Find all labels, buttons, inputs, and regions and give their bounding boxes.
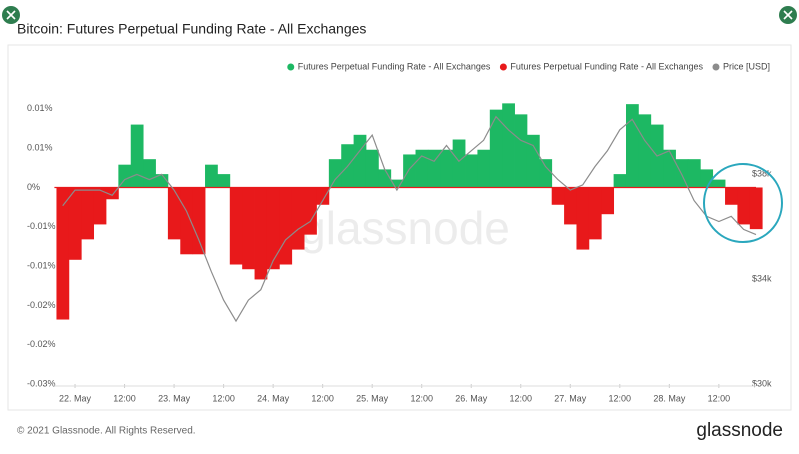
x-tick-label: 12:00 [410,393,433,403]
funding-bar [205,164,218,188]
funding-bar [403,154,416,188]
funding-bar [316,187,330,205]
x-tick-label: 23. May [158,393,191,403]
funding-bar [749,187,763,230]
y-tick-label: 0.01% [27,103,53,113]
x-tick-label: 27. May [554,393,587,403]
funding-bar [266,187,280,270]
x-tick-label: 22. May [59,393,92,403]
legend-swatch [287,63,295,71]
funding-bar [564,187,577,225]
footer: © 2021 Glassnode. All Rights Reserved. [17,426,196,437]
funding-bar [576,187,590,250]
funding-bar [601,187,615,215]
y2-tick-label: $30k [752,378,772,388]
funding-bar [725,187,738,205]
funding-bar [365,149,379,188]
legend-label: Price [USD] [723,61,770,71]
x-tick-label: 12:00 [509,393,532,403]
funding-bar [638,114,652,188]
funding-bar [588,187,602,240]
funding-bar [291,187,305,250]
funding-bar [81,187,95,240]
funding-bar [551,187,565,205]
legend-swatch [712,63,720,71]
price-line [62,115,757,323]
funding-bar [440,149,454,188]
funding-bar [390,179,404,188]
y-tick-label: 0.01% [27,143,53,153]
funding-bar [192,187,206,255]
funding-bar [477,149,491,188]
funding-bar [502,103,515,188]
funding-bar [254,187,268,280]
y-tick-label: -0.02% [27,339,56,349]
funding-bar [105,187,119,200]
y-tick-label: -0.01% [27,221,56,231]
y-tick-label: 0% [27,182,40,192]
x-tick-label: 12:00 [212,393,235,403]
funding-bar [68,187,82,260]
funding-bar [625,104,639,188]
x-tick-label: 24. May [257,393,290,403]
funding-bar [229,187,243,265]
funding-bar [663,149,676,188]
x-tick-label: 12:00 [113,393,136,403]
x-tick-label: 12:00 [708,393,731,403]
legend-swatch [499,63,507,71]
funding-bar [737,187,751,225]
watermark: glassnode [300,202,510,254]
y-tick-label: -0.03% [27,378,56,388]
x-tick-label: 12:00 [609,393,632,403]
funding-bar [328,159,342,188]
chart-title: Bitcoin: Futures Perpetual Funding Rate … [17,21,366,37]
funding-bar [712,179,726,188]
funding-bar [242,187,255,270]
x-tick-label: 28. May [653,393,686,403]
chart-frame [7,44,792,411]
funding-bar [143,159,156,188]
funding-bar [217,174,231,188]
y-tick-label: -0.01% [27,260,56,270]
close-icon [6,10,16,20]
funding-bar [155,174,169,188]
funding-bar [427,149,441,188]
funding-bar [304,187,317,235]
x-tick-label: 12:00 [311,393,334,403]
funding-bar [452,139,466,188]
x-tick-label: 25. May [356,393,389,403]
x-tick-label: 26. May [455,393,488,403]
logo: glassnode [696,420,783,441]
funding-bar [613,174,627,188]
funding-bar [465,154,478,188]
legend-label: Futures Perpetual Funding Rate - All Exc… [298,61,491,71]
plot-area: 0.01% 0.01% 0% -0.01% -0.01% -0.02% -0.02% -0.0… [27,61,772,403]
funding-bar [118,164,132,188]
funding-bar [539,159,553,188]
y2-tick-label: $38k [752,169,772,179]
funding-bar [526,134,540,188]
funding-bar [56,187,70,320]
y2-tick-label: $34k [752,274,772,284]
funding-bar [93,187,107,225]
highlight-circle [703,163,783,243]
funding-bar [700,169,714,188]
close-icon [783,10,793,20]
funding-bar [514,114,528,188]
funding-bar [415,149,429,188]
funding-bar [353,134,367,188]
legend-label: Futures Perpetual Funding Rate - All Exc… [510,61,703,71]
y-tick-label: -0.02% [27,300,56,310]
funding-bar [130,124,144,188]
funding-bar [167,187,181,240]
funding-bar [489,109,503,188]
funding-bar [180,187,194,255]
funding-bar [687,159,701,188]
funding-bar [378,169,392,188]
funding-bar [279,187,293,265]
